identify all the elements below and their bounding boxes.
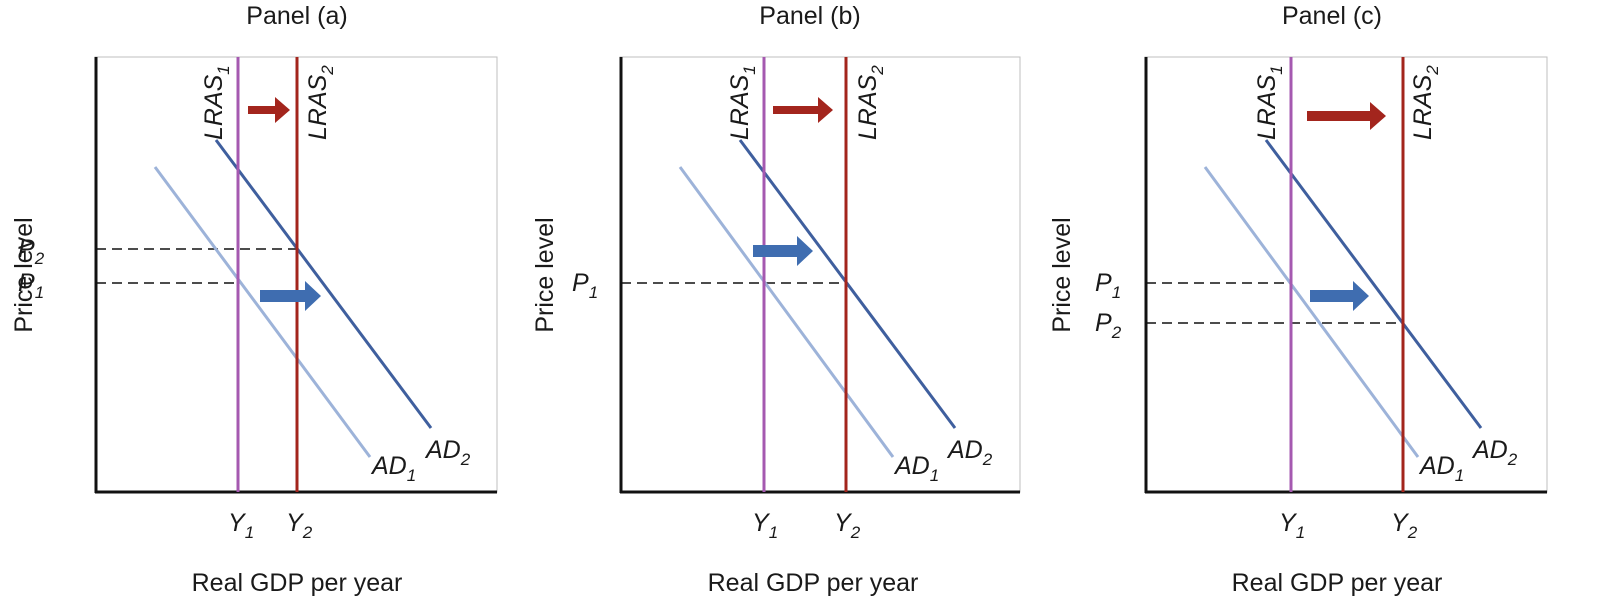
ad2-label: AD2 — [424, 436, 471, 469]
lras2-label: LRAS2 — [854, 65, 887, 140]
price-tick-p1: P1 — [1095, 269, 1121, 302]
panel-a: Panel (a) Price level Real GDP per year … — [10, 2, 498, 597]
price-tick-p1: P1 — [18, 269, 44, 302]
ad1-label: AD1 — [893, 452, 939, 485]
lras1-label: LRAS1 — [200, 65, 233, 140]
lras1-label: LRAS1 — [1253, 65, 1286, 140]
ad-shift-arrow — [260, 281, 321, 311]
panel-b: Panel (b) Price level Real GDP per year … — [531, 2, 1021, 597]
ad2-label: AD2 — [1471, 436, 1518, 469]
panel-title: Panel (a) — [246, 2, 347, 30]
price-tick-p1: P1 — [572, 269, 598, 302]
ad1-label: AD1 — [370, 452, 416, 485]
y-axis-label: Price level — [1048, 217, 1076, 332]
panel-title: Panel (c) — [1282, 2, 1382, 30]
output-tick-y2: Y2 — [834, 509, 861, 542]
output-tick-y2: Y2 — [286, 509, 313, 542]
price-tick-p2: P2 — [1095, 309, 1122, 342]
ad1-curve — [153, 166, 372, 458]
ad2-label: AD2 — [946, 436, 993, 469]
ad2-curve — [1264, 139, 1483, 429]
output-tick-y1: Y1 — [228, 509, 254, 542]
plot-frame — [619, 56, 1021, 493]
output-tick-y1: Y1 — [1279, 509, 1305, 542]
lras2-label: LRAS2 — [304, 65, 337, 140]
lras-shift-arrow — [1307, 102, 1386, 130]
lras-shift-arrow — [773, 97, 833, 123]
x-axis-label: Real GDP per year — [1232, 569, 1443, 597]
price-tick-p2: P2 — [18, 235, 45, 268]
ad1-label: AD1 — [1418, 452, 1464, 485]
ad-shift-arrow — [753, 236, 813, 266]
plot-frame — [1144, 56, 1548, 493]
ad1-curve — [678, 166, 895, 458]
x-axis-label: Real GDP per year — [708, 569, 919, 597]
y-axis-label: Price level — [531, 217, 559, 332]
x-axis-label: Real GDP per year — [192, 569, 403, 597]
ad2-curve — [214, 139, 433, 429]
ad-shift-arrow — [1310, 281, 1369, 311]
output-tick-y2: Y2 — [1391, 509, 1418, 542]
output-tick-y1: Y1 — [752, 509, 778, 542]
lras-shift-arrow — [248, 97, 290, 123]
ad1-curve — [1203, 166, 1420, 458]
panel-c: Panel (c) Price level Real GDP per year … — [1048, 2, 1548, 597]
lras1-label: LRAS1 — [726, 65, 759, 140]
lras2-label: LRAS2 — [1409, 65, 1442, 140]
panel-title: Panel (b) — [759, 2, 860, 30]
y-axis-label: Price level — [10, 217, 38, 332]
